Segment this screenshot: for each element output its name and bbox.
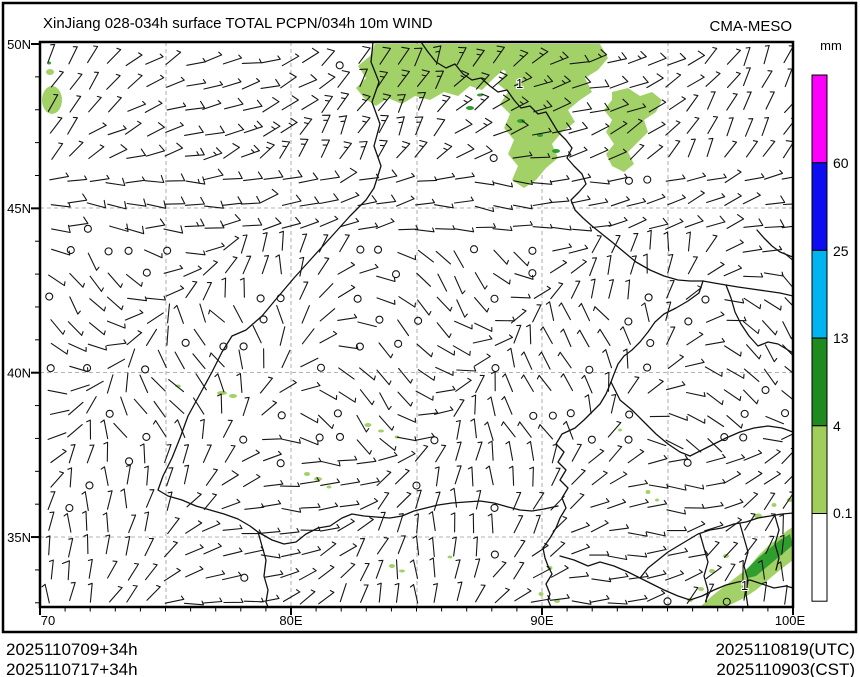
border-line bbox=[257, 500, 559, 545]
border-line bbox=[420, 43, 704, 282]
lat-label-45n: 45N bbox=[7, 201, 31, 216]
border-line bbox=[639, 512, 792, 579]
colorbar-tick-13: 13 bbox=[833, 330, 849, 346]
lat-label-40n: 40N bbox=[7, 366, 31, 381]
political-borders-layer bbox=[157, 43, 792, 606]
border-line bbox=[774, 515, 780, 571]
border-line bbox=[725, 284, 792, 354]
footer-init-time-utc: 2025110709+34h bbox=[6, 640, 138, 659]
border-line bbox=[610, 280, 704, 383]
border-line bbox=[739, 523, 749, 606]
footer-valid-time-utc: 2025110819(UTC) bbox=[715, 640, 855, 659]
colorbar bbox=[811, 74, 828, 602]
border-line bbox=[157, 43, 382, 533]
model-name: CMA-MESO bbox=[710, 18, 793, 35]
border-line bbox=[756, 229, 792, 258]
border-line bbox=[559, 555, 792, 601]
border-line bbox=[257, 531, 269, 606]
border-line bbox=[542, 381, 612, 606]
border-line bbox=[689, 425, 792, 457]
colorbar-seg-lt0.1 bbox=[811, 513, 828, 602]
lat-label-35n: 35N bbox=[7, 530, 31, 545]
border-line bbox=[699, 533, 709, 603]
border-line bbox=[610, 381, 691, 457]
colorbar-tick-0p1: 0.1 bbox=[833, 505, 853, 521]
footer-valid-time-cst: 2025110903(CST) bbox=[716, 660, 855, 677]
plot-title: XinJiang 028-034h surface TOTAL PCPN/034… bbox=[43, 15, 433, 32]
colorbar-seg-4-13 bbox=[811, 337, 828, 427]
colorbar-unit-label: mm bbox=[820, 38, 842, 53]
lon-label-100e: 100E bbox=[775, 613, 806, 628]
colorbar-seg-13-25 bbox=[811, 249, 828, 339]
contour-label-1mm-north: 1 bbox=[516, 76, 523, 91]
colorbar-tick-4: 4 bbox=[833, 418, 841, 434]
figure-border bbox=[1, 1, 858, 634]
lon-label-70: 70 bbox=[41, 613, 55, 628]
colorbar-tick-60: 60 bbox=[833, 155, 849, 171]
lat-label-50n: 50N bbox=[7, 37, 31, 52]
wind-barbs-layer bbox=[41, 43, 792, 606]
lon-label-80e: 80E bbox=[279, 613, 302, 628]
colorbar-seg-25-60 bbox=[811, 162, 828, 251]
footer-init-time-cst: 2025110717+34h bbox=[6, 660, 138, 677]
colorbar-tick-25: 25 bbox=[833, 243, 849, 259]
contour-label-1mm-southeast: 1 bbox=[741, 578, 748, 593]
lon-label-90e: 90E bbox=[530, 613, 553, 628]
colorbar-seg-0.1-4 bbox=[811, 425, 828, 514]
border-line bbox=[702, 280, 792, 297]
colorbar-seg-gt60 bbox=[811, 74, 828, 164]
map-frame bbox=[38, 40, 795, 609]
